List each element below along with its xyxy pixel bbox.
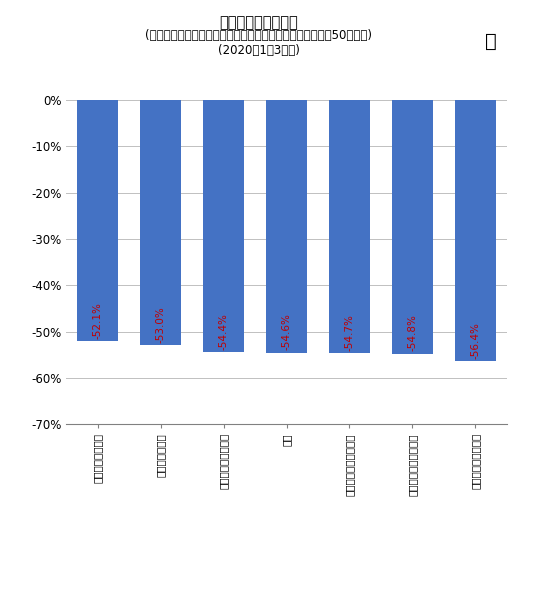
Text: (二人以上世帯、品目分類、小区分、前年同期比でマイナス50％以下): (二人以上世帯、品目分類、小区分、前年同期比でマイナス50％以下) xyxy=(145,29,372,42)
Text: -54.6%: -54.6% xyxy=(282,313,291,350)
Text: -52.1%: -52.1% xyxy=(93,302,102,339)
Bar xyxy=(266,100,307,353)
Text: (2020年1～3月期): (2020年1～3月期) xyxy=(218,44,300,57)
Text: -53.0%: -53.0% xyxy=(155,306,166,343)
Text: 🧑: 🧑 xyxy=(484,32,496,51)
Text: -56.4%: -56.4% xyxy=(471,322,480,359)
Text: -54.4%: -54.4% xyxy=(219,313,229,349)
Text: 月あたりの支出金額: 月あたりの支出金額 xyxy=(220,15,298,29)
Bar xyxy=(77,100,118,341)
Bar xyxy=(329,100,370,353)
Bar xyxy=(392,100,433,354)
Bar xyxy=(140,100,181,345)
Text: -54.8%: -54.8% xyxy=(407,315,418,352)
Text: -54.7%: -54.7% xyxy=(344,314,354,351)
Bar xyxy=(455,100,496,361)
Bar xyxy=(203,100,244,352)
